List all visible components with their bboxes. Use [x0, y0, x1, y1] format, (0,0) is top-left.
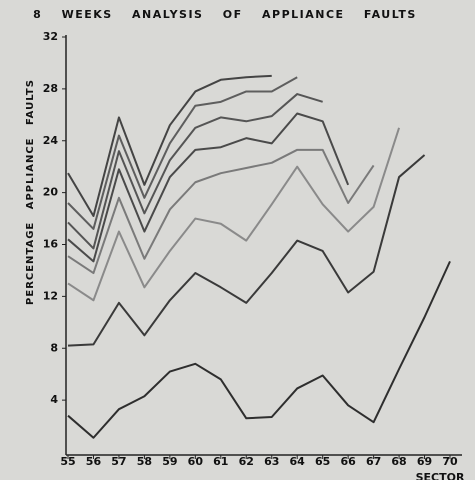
x-tick-label: 63 [264, 455, 279, 468]
y-tick-label: 8 [50, 341, 58, 354]
x-tick-label: 70 [442, 455, 458, 468]
series-line [67, 148, 375, 275]
x-tick-label: 66 [340, 455, 356, 468]
x-tick-label: 69 [417, 455, 432, 468]
x-tick-label: 67 [366, 455, 381, 468]
y-tick-label: 20 [43, 186, 59, 199]
x-tick-label: 65 [315, 455, 330, 468]
y-axis-label: PERCENTAGE APPLIANCE FAULTS [25, 79, 36, 305]
y-tick-label: 28 [43, 82, 58, 95]
series-line [67, 154, 426, 347]
series-line [67, 93, 323, 250]
y-tick-label: 32 [43, 30, 58, 43]
x-tick-label: 62 [239, 455, 254, 468]
series-line [67, 127, 401, 302]
y-tick-label: 4 [50, 393, 58, 406]
x-tick-label: 60 [188, 455, 204, 468]
y-tick-label: 12 [43, 289, 58, 302]
x-tick-label: 56 [86, 455, 102, 468]
chart-title: 8 WEEKS ANALYSIS OF APPLIANCE FAULTS [33, 8, 417, 21]
x-axis-label: SECTOR [416, 471, 465, 480]
x-tick-label: 58 [137, 455, 152, 468]
y-tick-label: 16 [43, 238, 59, 251]
x-tick-label: 64 [290, 455, 306, 468]
y-tick-label: 24 [43, 134, 59, 147]
series-line [67, 112, 350, 263]
x-tick-label: 68 [391, 455, 406, 468]
series-line [67, 76, 298, 230]
series-line [67, 260, 451, 439]
x-tick-label: 55 [60, 455, 75, 468]
x-tick-label: 57 [111, 455, 126, 468]
series-line [67, 74, 272, 217]
x-tick-label: 61 [213, 455, 228, 468]
x-tick-label: 59 [162, 455, 177, 468]
